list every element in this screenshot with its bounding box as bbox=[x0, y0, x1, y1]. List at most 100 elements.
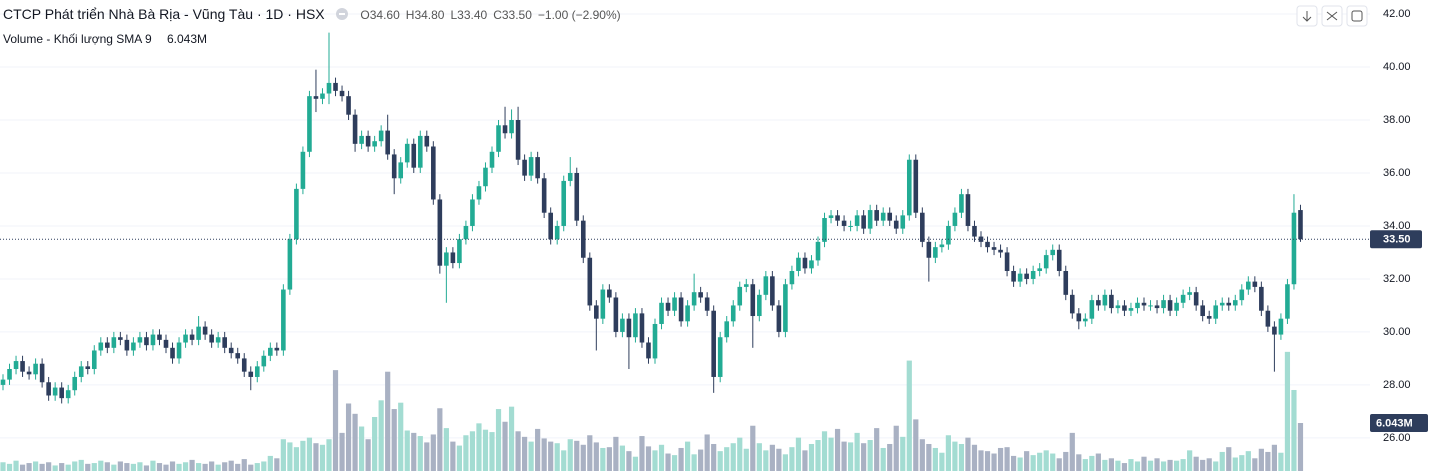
volume-bar bbox=[1089, 455, 1095, 471]
volume-bar bbox=[1024, 451, 1030, 471]
volume-bar bbox=[6, 463, 13, 471]
candle-body bbox=[1246, 281, 1251, 290]
candle-body bbox=[450, 252, 456, 264]
volume-bar bbox=[893, 425, 899, 471]
volume-bar bbox=[1239, 455, 1245, 471]
volume-bar bbox=[593, 442, 599, 471]
candle-body bbox=[33, 363, 38, 375]
candle-body bbox=[1200, 305, 1205, 317]
candle-body bbox=[698, 292, 703, 298]
volume-bar bbox=[730, 443, 736, 471]
volume-bar bbox=[828, 437, 834, 471]
candle-body bbox=[320, 93, 325, 99]
volume-bar bbox=[554, 443, 560, 471]
candle-body bbox=[1083, 318, 1088, 322]
candle-body bbox=[398, 162, 404, 179]
reset-button[interactable] bbox=[1346, 5, 1368, 27]
volume-bar bbox=[1226, 447, 1232, 471]
volume-bar bbox=[776, 448, 782, 471]
candle-body bbox=[248, 371, 254, 377]
volume-bar bbox=[685, 441, 691, 471]
y-tick-label: 38.00 bbox=[1383, 114, 1411, 126]
volume-bar bbox=[1278, 452, 1284, 471]
volume-bar bbox=[1037, 452, 1043, 471]
volume-bar bbox=[1102, 459, 1108, 471]
candle-body bbox=[659, 302, 664, 324]
volume-bar bbox=[1297, 423, 1304, 471]
volume-bar bbox=[913, 419, 919, 471]
volume-bar bbox=[535, 428, 541, 471]
candle-body bbox=[1102, 294, 1108, 306]
volume-bar bbox=[202, 463, 208, 471]
candle-body bbox=[1232, 300, 1238, 306]
candle-body bbox=[704, 297, 710, 311]
candle-body bbox=[137, 337, 143, 343]
volume-bar bbox=[339, 432, 345, 471]
volume-bar bbox=[600, 447, 606, 471]
candle-body bbox=[1298, 210, 1303, 240]
candle-body bbox=[1174, 302, 1179, 311]
candle-body bbox=[509, 120, 514, 134]
legend-item: C33.50 bbox=[493, 8, 532, 22]
candle-body bbox=[770, 276, 775, 306]
candle-body bbox=[1011, 270, 1016, 282]
candle-body bbox=[685, 305, 690, 322]
volume-bar bbox=[580, 444, 586, 471]
volume-bar bbox=[398, 402, 404, 471]
candle-body bbox=[359, 135, 364, 144]
candle-body bbox=[417, 135, 423, 168]
volume-bar bbox=[1082, 459, 1088, 471]
candle-body bbox=[39, 363, 45, 383]
volume-bar bbox=[319, 444, 326, 471]
volume-bar bbox=[1232, 457, 1238, 471]
volume-tag-label: 6.043M bbox=[1376, 417, 1413, 429]
volume-bar bbox=[815, 440, 821, 471]
candle-body bbox=[352, 114, 358, 144]
volume-bar bbox=[287, 442, 293, 471]
candle-body bbox=[1063, 270, 1069, 295]
volume-bar bbox=[808, 443, 815, 471]
volume-bar bbox=[841, 441, 847, 471]
volume-bar bbox=[704, 434, 710, 471]
candle-body bbox=[998, 249, 1003, 253]
volume-bar bbox=[124, 463, 130, 471]
candle-body bbox=[939, 244, 945, 248]
candle-body bbox=[926, 241, 932, 258]
candle-body bbox=[424, 135, 430, 147]
candle-body bbox=[574, 172, 580, 221]
volume-bar bbox=[658, 444, 665, 471]
candle-body bbox=[59, 387, 64, 399]
volume-bar bbox=[372, 416, 378, 471]
volume-bar bbox=[182, 462, 189, 471]
volume-bar bbox=[1030, 455, 1036, 471]
volume-bar bbox=[391, 409, 397, 471]
candle-body bbox=[281, 289, 286, 351]
candle-body bbox=[672, 297, 677, 311]
volume-bar bbox=[33, 461, 39, 471]
volume-bar bbox=[769, 444, 775, 471]
candle-body bbox=[594, 305, 599, 319]
volume-bar bbox=[691, 454, 697, 471]
volume-bar bbox=[528, 441, 534, 471]
volume-bar bbox=[952, 441, 958, 471]
volume-bar bbox=[971, 444, 978, 471]
candle-body bbox=[1148, 305, 1153, 307]
candle-body bbox=[613, 297, 619, 332]
candle-body bbox=[189, 334, 195, 340]
candle-body bbox=[502, 125, 508, 134]
volume-bar bbox=[1128, 459, 1134, 471]
candle-body bbox=[809, 260, 814, 269]
candle-body bbox=[1219, 302, 1225, 306]
volume-bar bbox=[743, 448, 749, 471]
volume-bar bbox=[280, 439, 286, 471]
volume-bar bbox=[241, 459, 247, 471]
volume-bar bbox=[1174, 460, 1180, 471]
candle-body bbox=[163, 339, 169, 348]
candle-body bbox=[78, 366, 84, 377]
volume-bar bbox=[72, 461, 78, 471]
candle-body bbox=[131, 342, 136, 351]
icon bbox=[1326, 11, 1338, 21]
candle-body bbox=[913, 159, 919, 213]
candle-body bbox=[274, 347, 280, 351]
